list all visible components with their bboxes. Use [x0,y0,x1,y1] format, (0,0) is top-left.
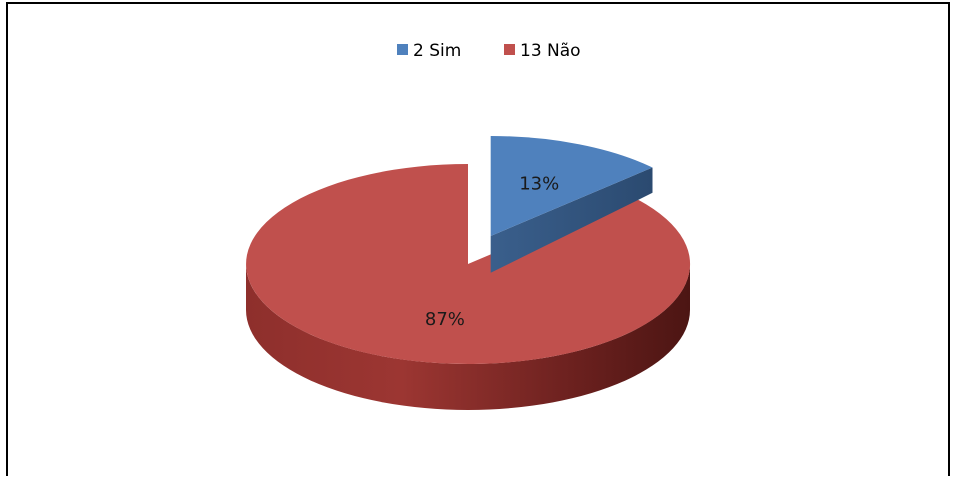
slice-nao-side [246,264,690,410]
chart-frame: 2 Sim 13 Não 13% 87% [6,2,950,476]
pie-slices [246,135,691,410]
pie-chart: 2 Sim 13 Não 13% 87% [246,41,691,410]
legend-label-1: 2 Sim [413,41,461,61]
legend-swatch-2 [504,44,515,55]
slice-sim [490,135,653,236]
slice-nao [246,164,691,365]
slice-sim-side [490,167,653,273]
legend: 2 Sim 13 Não [397,41,581,61]
data-label-sim: 13% [519,174,559,195]
data-labels: 13% 87% [425,174,559,331]
data-label-nao: 87% [425,309,465,330]
legend-label-2: 13 Não [520,41,581,61]
legend-swatch-1 [397,44,408,55]
